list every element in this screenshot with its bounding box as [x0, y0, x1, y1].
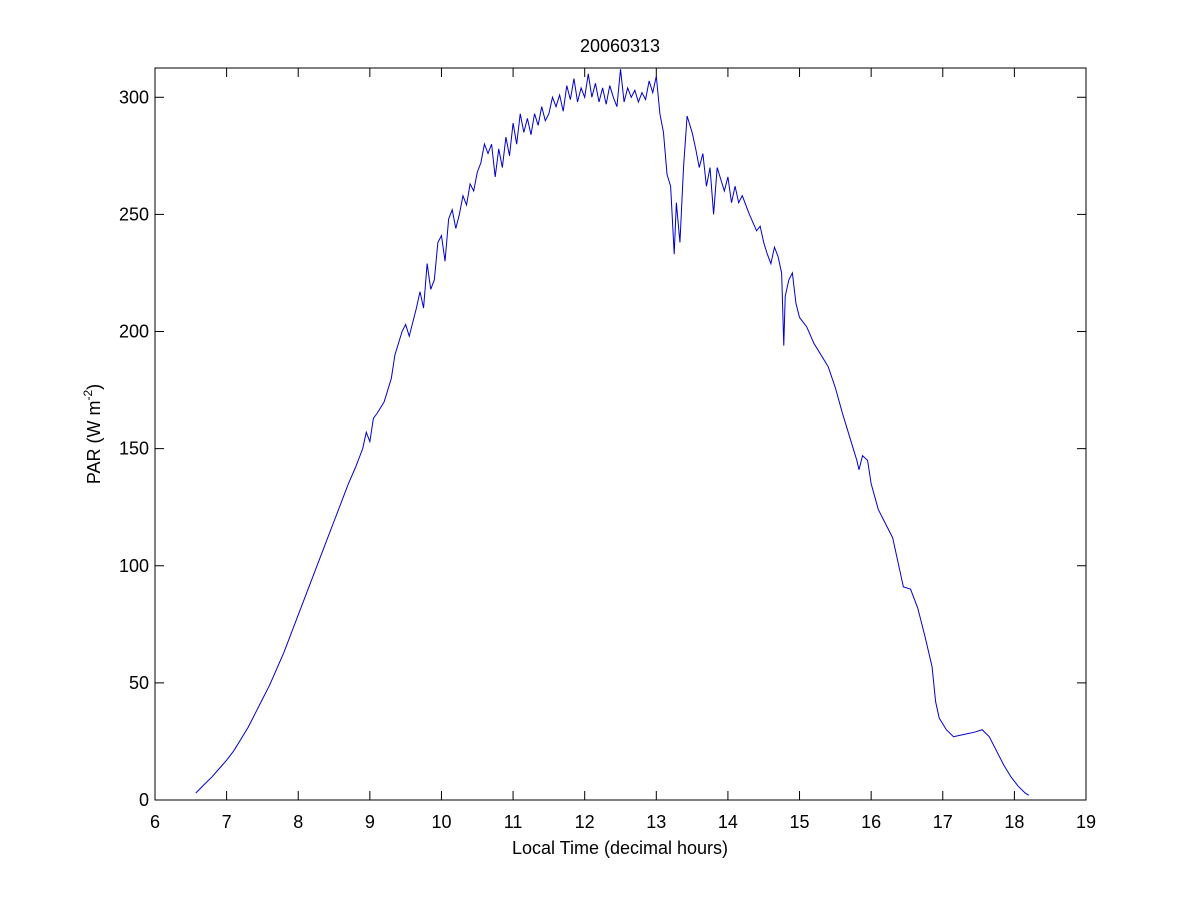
x-tick-label: 10 — [431, 812, 451, 832]
y-axis-label-suffix: ) — [84, 384, 104, 390]
y-tick-label: 150 — [119, 439, 149, 459]
y-tick-label: 50 — [129, 673, 149, 693]
x-tick-label: 16 — [861, 812, 881, 832]
x-axis-label: Local Time (decimal hours) — [512, 838, 728, 858]
y-axis-label-sup: -2 — [81, 390, 95, 401]
y-tick-label: 250 — [119, 204, 149, 224]
x-tick-label: 17 — [933, 812, 953, 832]
y-tick-label: 0 — [139, 790, 149, 810]
x-tick-label: 11 — [504, 812, 523, 832]
x-tick-label: 8 — [293, 812, 303, 832]
x-tick-label: 13 — [646, 812, 666, 832]
x-tick-label: 18 — [1004, 812, 1024, 832]
x-tick-label: 6 — [150, 812, 160, 832]
chart-title: 20060313 — [580, 36, 660, 56]
plot-area — [154, 67, 1087, 801]
x-tick-label: 14 — [718, 812, 738, 832]
y-tick-label: 100 — [119, 556, 149, 576]
y-axis-label-text: PAR (W m — [84, 401, 104, 485]
y-axis-label: PAR (W m-2) — [81, 384, 104, 484]
y-tick-label: 300 — [119, 87, 149, 107]
x-tick-label: 19 — [1076, 812, 1096, 832]
y-tick-label: 200 — [119, 322, 149, 342]
x-tick-label: 9 — [365, 812, 375, 832]
x-tick-label: 7 — [222, 812, 232, 832]
x-tick-label: 12 — [575, 812, 595, 832]
x-tick-label: 15 — [790, 812, 810, 832]
data-line — [195, 69, 1029, 796]
